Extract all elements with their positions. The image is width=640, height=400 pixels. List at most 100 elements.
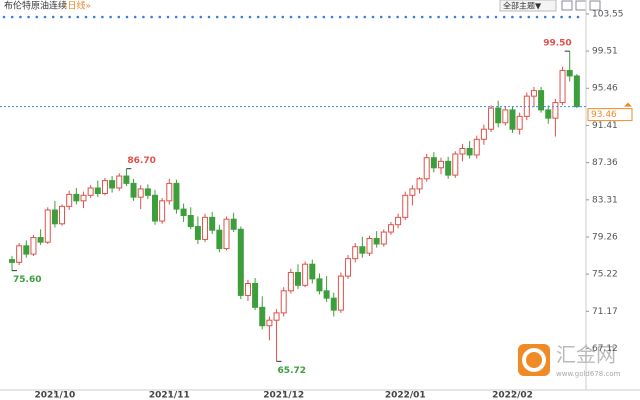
candle-body (109, 180, 116, 189)
candle-body (559, 69, 566, 104)
event-dot (404, 15, 408, 19)
y-tick-label: 83.31 (592, 195, 618, 205)
event-dot (552, 15, 555, 19)
last-price-box (587, 108, 633, 122)
candle-body (94, 187, 101, 194)
candle-body (509, 109, 516, 130)
icon-button[interactable] (589, 0, 601, 11)
event-dot (289, 15, 293, 19)
event-dot (117, 15, 121, 19)
x-tick-label: 2022/01 (385, 391, 426, 400)
icon-button[interactable] (561, 0, 573, 11)
candle-body (480, 128, 487, 140)
candle-body (216, 229, 223, 250)
event-dot (445, 15, 449, 19)
candle-body (359, 246, 366, 254)
event-dot (133, 15, 137, 19)
annotation-label: 99.50 (543, 39, 571, 49)
candle-body (287, 271, 294, 292)
x-tick-label: 2021/10 (34, 391, 75, 400)
candle-body (445, 160, 452, 176)
event-dot (166, 15, 170, 19)
event-dot (543, 15, 547, 19)
event-dot (142, 15, 145, 19)
event-dot (150, 15, 153, 19)
x-tick-label: 2021/12 (263, 391, 304, 400)
y-tick-label: 75.22 (592, 270, 618, 280)
y-tick-label: 87.36 (592, 158, 618, 168)
candle-body (423, 157, 430, 180)
event-dot (355, 15, 358, 19)
candle-body (166, 182, 173, 202)
event-dot (560, 15, 563, 19)
candle-body (87, 187, 94, 196)
theme-button-label[interactable]: 全部主题▼ (503, 1, 542, 11)
candle-body (59, 205, 66, 225)
event-dot (568, 15, 572, 19)
candle-body (373, 237, 380, 245)
event-dot (215, 15, 219, 19)
event-dot (125, 15, 129, 19)
candle-body (73, 193, 80, 202)
candle-body (545, 109, 552, 119)
event-dot (535, 15, 539, 19)
event-dot (76, 15, 80, 19)
candle-body (187, 215, 194, 228)
event-dot (527, 15, 531, 19)
candle-body (123, 175, 130, 184)
candle-body (23, 245, 30, 255)
candle-body (566, 69, 573, 77)
event-dot (576, 15, 580, 19)
event-dot (412, 15, 416, 19)
candle-body (159, 200, 166, 222)
candle-body (530, 90, 537, 97)
candle-body (337, 275, 344, 311)
candle-body (209, 216, 216, 231)
candle-body (30, 237, 37, 255)
chart-title: 布伦特原油连续 (4, 0, 67, 12)
event-dot (281, 15, 285, 19)
candle-body (80, 194, 87, 202)
candle-body (252, 282, 259, 308)
candle-body (309, 263, 316, 280)
candle-body (137, 188, 144, 198)
candle-body (302, 263, 309, 286)
event-dot (240, 15, 244, 19)
watermark-logo-ring (522, 348, 546, 372)
candle-body (573, 75, 580, 108)
event-dot (2, 15, 6, 19)
event-dot (338, 15, 342, 19)
watermark-url: www.gold678.com (556, 370, 621, 378)
event-dot (256, 15, 260, 19)
period-link[interactable]: «日线» (62, 0, 91, 12)
candle-body (473, 138, 480, 156)
event-dot (519, 15, 522, 19)
event-dot (10, 15, 14, 19)
candle-body (280, 290, 287, 314)
annotation-label: 65.72 (278, 366, 306, 376)
watermark: 汇金网 www.gold678.com (518, 343, 621, 378)
theme-button[interactable] (499, 0, 557, 12)
candle-body (259, 306, 266, 327)
y-tick-label: 95.46 (592, 84, 618, 94)
event-dot (297, 15, 301, 19)
annotation-label: 75.60 (13, 275, 41, 285)
event-dot (420, 15, 424, 19)
candle-body (430, 157, 437, 169)
y-tick-label: 79.26 (592, 233, 618, 243)
event-dot (35, 15, 39, 19)
icon-button[interactable] (575, 0, 587, 11)
event-dot (437, 15, 440, 19)
candle-body (366, 237, 373, 254)
candle-body (223, 218, 230, 250)
candle-body (409, 188, 416, 196)
candle-body (488, 107, 495, 130)
event-dot (347, 15, 350, 19)
candle-body (230, 218, 237, 230)
candle-body (130, 182, 137, 198)
candle-body (538, 90, 545, 111)
candle-body (416, 178, 423, 190)
event-dot (363, 15, 367, 19)
event-dot (92, 15, 96, 19)
